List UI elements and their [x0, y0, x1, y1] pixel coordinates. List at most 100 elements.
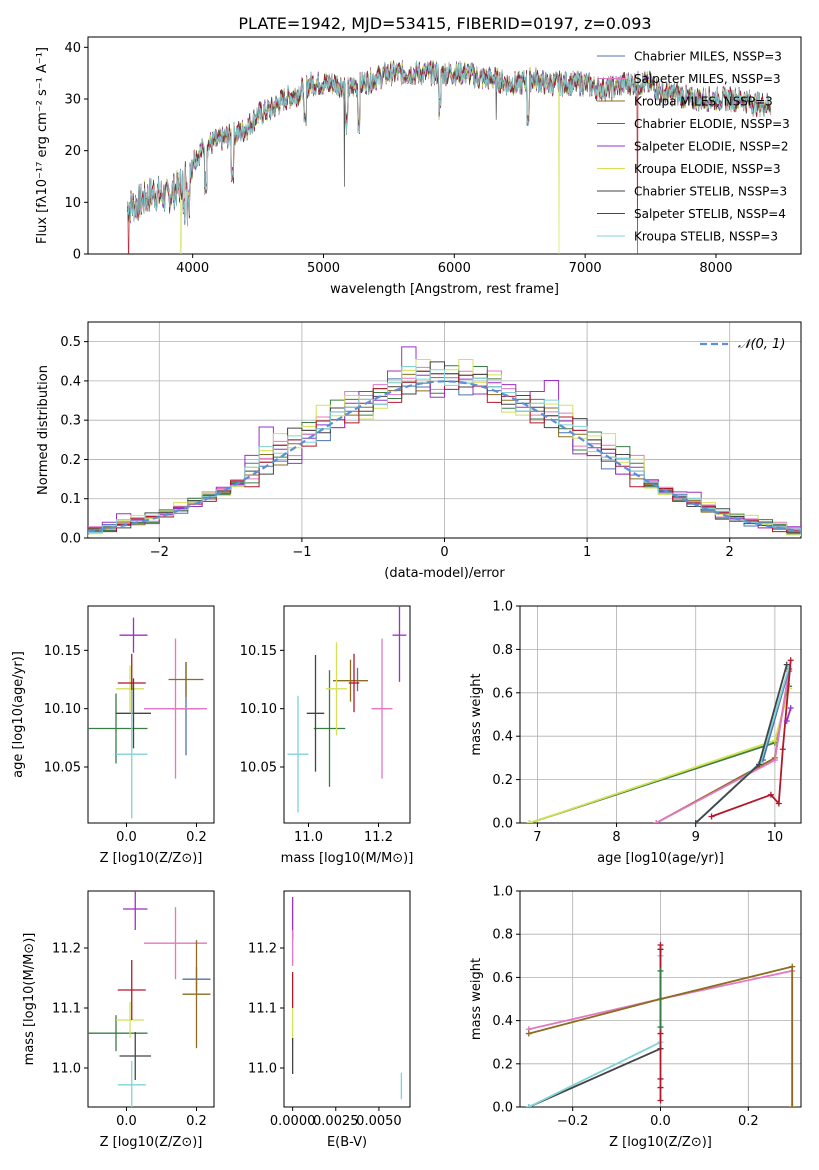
weight-marker: [787, 657, 794, 664]
weight-marker: [783, 718, 790, 725]
y-axis-label: Normed distribution: [36, 365, 51, 495]
y-tick-label: 0.0: [60, 532, 81, 547]
spectrum-axes: 4000 5000 6000 7000 8000 0 10 20 30 40 wavelength …: [35, 36, 802, 297]
weight-marker: [657, 1030, 664, 1037]
weight-marker: [657, 1075, 664, 1082]
x-tick-label: 0.0: [116, 830, 137, 845]
y-tick-label: 10.15: [44, 644, 81, 659]
x-tick-label: 10: [767, 830, 784, 845]
y-tick-label: 1.0: [492, 885, 513, 900]
x-tick-label: 0.0025: [313, 1114, 359, 1129]
y-tick-label: 0.2: [60, 453, 81, 468]
x-axis-label: mass [log10(M/M⊙)]: [281, 851, 414, 866]
x-tick-label: 0.2: [738, 1114, 759, 1129]
y-tick-label: 0.1: [60, 492, 81, 507]
y-axis-label: Flux [fλ10⁻¹⁷ erg cm⁻² s⁻¹ A⁻¹]: [35, 47, 50, 244]
legend-label: Chabrier MILES, NSSP=3: [634, 50, 782, 64]
y-tick-label: 0.4: [60, 374, 81, 389]
weight-marker: [789, 963, 796, 970]
x-tick-label: 11.2: [364, 830, 393, 845]
age_vs_Z-frame: [87, 605, 215, 824]
x-tick-label: 8: [612, 830, 620, 845]
weight-marker: [526, 820, 533, 823]
legend-label: Salpeter ELODIE, NSSP=2: [634, 140, 789, 154]
weight-marker: [657, 1097, 664, 1104]
y-axis-label: mass weight: [469, 958, 484, 1040]
y-tick-label: 0.3: [60, 414, 81, 429]
y-tick-label: 0.0: [492, 817, 513, 832]
weight-marker: [657, 942, 664, 948]
weight-marker: [767, 791, 774, 798]
y-tick-label: 1.0: [492, 600, 513, 615]
x-tick-label: 1: [583, 545, 591, 560]
y-tick-label: 10.10: [240, 702, 277, 717]
x-tick-label: 6000: [438, 261, 471, 276]
mass_vs_ebv-points: [291, 897, 403, 1100]
weight-marker: [657, 967, 664, 974]
x-tick-label: 2: [726, 545, 734, 560]
age_vs_Z-axes: 0.0 0.2 10.05 10.10 10.15 Z [log10(Z/Z⊙)] age …: [11, 605, 215, 866]
x-tick-label: 0.0000: [270, 1114, 316, 1129]
weight-series: [655, 668, 790, 823]
y-tick-label: 11.2: [248, 942, 277, 957]
y-tick-label: 0.2: [492, 1057, 513, 1072]
gaussian-curve: [88, 380, 801, 533]
y-tick-label: 10: [64, 196, 81, 211]
y-tick-label: 0.6: [492, 971, 513, 986]
figure-title: PLATE=1942, MJD=53415, FIBERID=0197, z=0…: [238, 14, 651, 33]
y-tick-label: 0.8: [492, 928, 513, 943]
weight-series: [655, 670, 790, 823]
x-tick-label: 0.2: [186, 830, 207, 845]
x-tick-label: 0: [440, 545, 448, 560]
y-tick-label: 11.2: [52, 942, 81, 957]
x-axis-label: Z [log10(Z/Z⊙)]: [609, 1135, 712, 1150]
mass_weight_vs_age-lines: [526, 657, 794, 823]
x-tick-label: 0.2: [186, 1114, 207, 1129]
y-tick-label: 11.0: [248, 1062, 277, 1077]
residuals-axes: −2 −1 0 1 2 0.0 0.1 0.2 0.3 0.4 0.5 (data-model)/er…: [36, 321, 802, 581]
y-tick-label: 10.05: [44, 761, 81, 776]
legend-label: Kroupa ELODIE, NSSP=3: [634, 162, 781, 176]
x-axis-label: age [log10(age/yr)]: [597, 851, 724, 866]
weight-marker: [692, 820, 699, 823]
x-tick-label: −1: [292, 545, 311, 560]
mass_vs_Z-axes: 0.0 0.2 11.0 11.1 11.2 Z [log10(Z/Z⊙)] mass [l…: [22, 890, 215, 1150]
weight-marker: [525, 1104, 532, 1107]
y-tick-label: 10.05: [240, 761, 277, 776]
x-tick-label: 9: [692, 830, 700, 845]
mass_weight_vs_age-frame: [519, 605, 802, 824]
x-tick-label: 7: [533, 830, 541, 845]
x-tick-label: 0.0: [650, 1114, 671, 1129]
age_vs_mass-axes: 11.0 11.2 10.05 10.10 10.15 mass [log10(M/M⊙)…: [240, 605, 414, 866]
mass_weight_vs_age-axes: 7 8 9 10 0.0 0.2 0.4 0.6 0.8 1.0 age [log10(age/yr…: [469, 600, 802, 866]
x-tick-label: 11.0: [294, 830, 323, 845]
spectrum-lines: [126, 60, 772, 254]
y-tick-label: 11.0: [52, 1062, 81, 1077]
y-tick-label: 20: [64, 144, 81, 159]
x-tick-label: 5000: [307, 261, 340, 276]
mass_vs_ebv-frame: [283, 890, 411, 1108]
x-tick-label: 8000: [699, 261, 732, 276]
weight-marker: [657, 1024, 664, 1031]
x-axis-label: (data-model)/error: [384, 566, 505, 581]
weight-marker: [657, 1084, 664, 1091]
age_vs_mass-frame: [283, 605, 411, 824]
y-tick-label: 0.4: [492, 730, 513, 745]
x-axis-label: Z [log10(Z/Z⊙)]: [100, 1135, 203, 1150]
mass_vs_Z-frame: [87, 890, 215, 1108]
x-tick-label: −2: [150, 545, 169, 560]
y-tick-label: 0.6: [492, 686, 513, 701]
legend-label: Salpeter MILES, NSSP=3: [634, 72, 781, 86]
y-tick-label: 0.8: [492, 643, 513, 658]
weight-marker: [525, 1030, 532, 1037]
legend-label: 𝒩(0, 1): [738, 337, 785, 352]
histogram-series: [88, 366, 801, 535]
legend-label: Chabrier ELODIE, NSSP=3: [634, 117, 790, 131]
mass_weight_vs_Z-axes: −0.2 0.0 0.2 0.0 0.2 0.4 0.6 0.8 1.0 Z [log10(Z/Z…: [469, 885, 802, 1150]
mass_weight_vs_Z-lines: [525, 942, 796, 1107]
weight-marker: [653, 820, 660, 823]
x-axis-label: wavelength [Angstrom, rest frame]: [330, 282, 559, 297]
legend-label: Salpeter STELIB, NSSP=4: [634, 207, 786, 221]
